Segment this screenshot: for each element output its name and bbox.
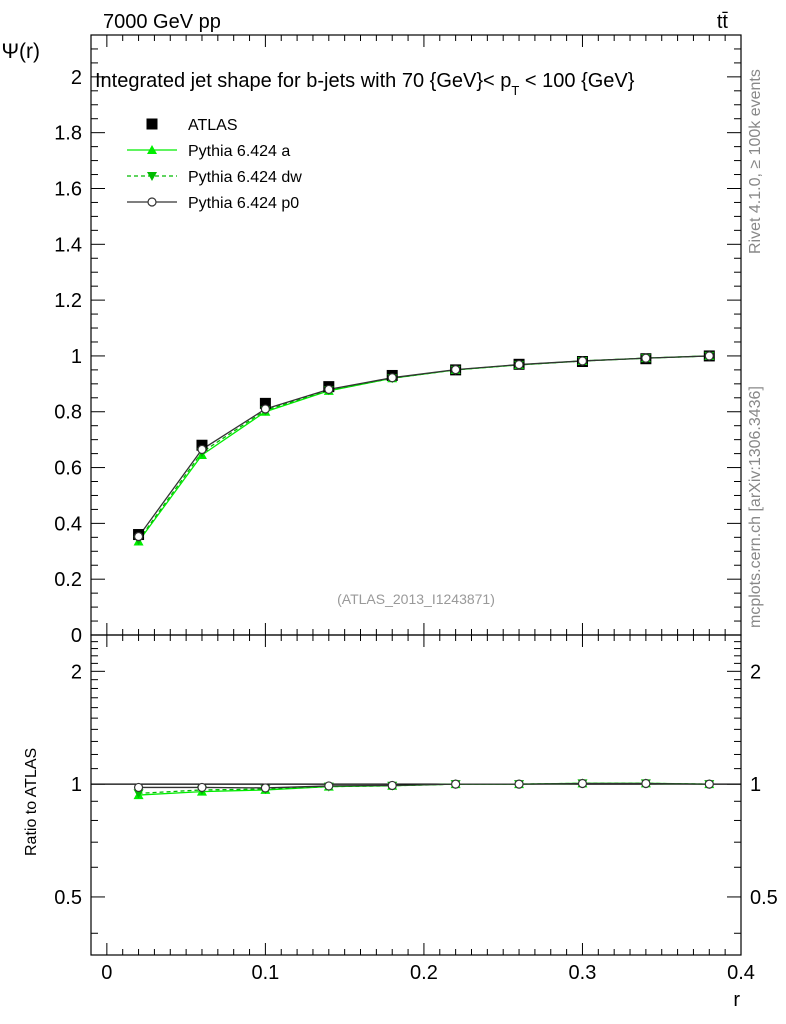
data-point	[451, 779, 461, 789]
x-tick-label: 0.2	[410, 962, 438, 984]
legend-label: ATLAS	[188, 117, 238, 134]
ratio-panel: 0.5 0.51 12 2 0 0.1 0.2 0.3 0.4 Ratio to ATLAS …	[23, 634, 778, 1011]
data-point	[514, 359, 524, 370]
x-axis-label: r	[733, 989, 740, 1011]
y-tick-label: 1	[71, 774, 82, 796]
watermark: (ATLAS_2013_I1243871)	[337, 591, 495, 607]
main-x-ticks	[90, 35, 742, 635]
data-point	[259, 397, 271, 409]
series-line	[138, 355, 710, 542]
y-tick-label: 2	[71, 661, 82, 683]
data-point	[387, 780, 397, 791]
ratio-plot-frame	[90, 634, 742, 956]
y-tick-label: 1.2	[54, 290, 82, 312]
side-label-mcplots: mcplots.cern.ch [arXiv:1306.3436]	[747, 386, 764, 628]
data-point	[133, 531, 144, 542]
legend-label: Pythia 6.424 a	[188, 143, 290, 160]
data-point	[577, 778, 588, 789]
data-point	[324, 384, 334, 395]
main-title-sub: T	[511, 83, 519, 98]
y-tick-label: 0.8	[54, 402, 82, 424]
data-point	[197, 444, 207, 455]
legend-label: Pythia 6.424 dw	[188, 169, 302, 186]
y-tick-label: 0	[71, 625, 82, 647]
y-tick-label: 0.6	[54, 458, 82, 480]
data-point	[133, 789, 144, 799]
process-label: tt̄	[717, 11, 729, 33]
data-point	[260, 783, 270, 793]
data-point	[704, 779, 714, 789]
data-point	[197, 782, 207, 793]
x-tick-label: 0	[101, 962, 112, 984]
main-y-ticks: 0 0.2 0.4 0.6 0.8 1 1.2 1.4 1.6 1.8 2	[54, 48, 741, 647]
legend: ATLAS Pythia 6.424 a Pythia 6.424 dw Pythia…	[127, 117, 302, 212]
data-point	[260, 404, 270, 414]
legend-marker	[147, 145, 157, 154]
y-tick-label: 1.4	[54, 234, 82, 256]
x-tick-label: 0.1	[251, 962, 279, 984]
y-tick-label: 0.2	[54, 569, 82, 591]
data-point	[324, 781, 334, 791]
x-tick-label: 0.3	[569, 962, 597, 984]
y-tick-label-right: 1	[750, 774, 761, 796]
ratio-x-ticks: 0 0.1 0.2 0.3 0.4	[90, 635, 755, 984]
data-point	[451, 365, 461, 375]
main-y-axis-label: Ψ(r)	[1, 40, 40, 63]
main-series	[133, 350, 715, 546]
y-tick-label: 1	[71, 346, 82, 368]
data-point	[641, 778, 651, 789]
legend-marker	[147, 197, 157, 207]
y-tick-label-right: 0.5	[750, 887, 778, 909]
main-title-post: < 100 {GeV}	[519, 70, 634, 92]
ratio-series	[133, 778, 715, 800]
y-tick-label-right: 2	[750, 661, 761, 683]
data-point	[133, 782, 144, 793]
main-title: Integrated jet shape for b-jets with 70 …	[95, 70, 635, 98]
data-point	[641, 353, 651, 363]
y-tick-label: 1.6	[54, 178, 82, 200]
data-point	[387, 373, 397, 383]
energy-label: 7000 GeV pp	[103, 11, 221, 33]
data-point	[704, 351, 714, 361]
legend-marker	[147, 172, 157, 181]
x-tick-label: 0.4	[727, 962, 755, 984]
main-title-pre: Integrated jet shape for b-jets with 70 …	[95, 70, 511, 92]
legend-marker	[146, 118, 158, 130]
y-tick-label: 2	[71, 67, 82, 89]
y-tick-label: 1.8	[54, 123, 82, 145]
main-panel: 0 0.2 0.4 0.6 0.8 1 1.2 1.4 1.6 1.8 2 Ψ(r) (ATLAS_…	[1, 34, 742, 647]
ratio-y-axis-label: Ratio to ATLAS	[23, 748, 40, 856]
side-label-rivet: Rivet 4.1.0, ≥ 100k events	[747, 69, 764, 254]
series-line	[138, 355, 710, 537]
legend-label: Pythia 6.424 p0	[188, 195, 299, 212]
data-point	[577, 356, 588, 366]
y-tick-label: 0.4	[54, 513, 82, 535]
series-line	[138, 782, 710, 789]
data-point	[514, 779, 524, 789]
y-tick-label: 0.5	[54, 887, 82, 909]
series-line	[138, 355, 710, 541]
